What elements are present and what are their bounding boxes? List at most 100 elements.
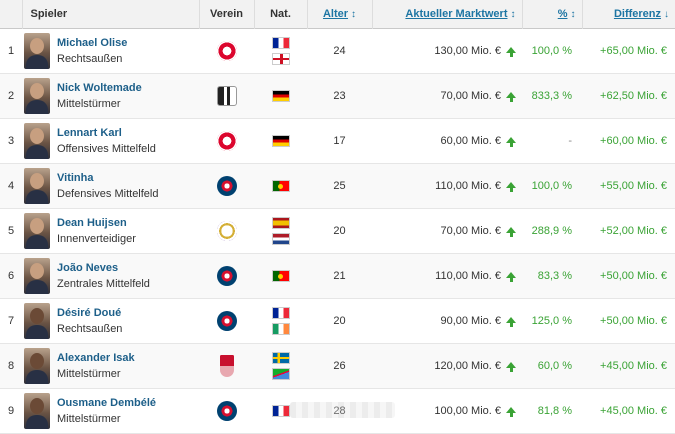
market-value[interactable]: 120,00 Mio. € xyxy=(434,359,501,372)
market-value-cell: 90,00 Mio. € xyxy=(372,298,522,343)
player-photo[interactable] xyxy=(24,167,50,204)
market-value[interactable]: 110,00 Mio. € xyxy=(435,179,501,192)
age-header-label: Alter xyxy=(322,7,349,20)
player-position: Mittelstürmer xyxy=(57,367,121,380)
player-name-link[interactable]: João Neves xyxy=(57,261,119,274)
player-name-link[interactable]: Désiré Doué xyxy=(57,306,122,319)
newcastle-crest-icon[interactable] xyxy=(216,85,237,106)
player-photo[interactable] xyxy=(24,302,50,339)
player-name-link[interactable]: Ousmane Dembélé xyxy=(57,396,157,409)
table-row: 5 Dean Huijsen Innenverteidiger 20 70,00 Mio… xyxy=(0,208,675,253)
player-photo[interactable] xyxy=(24,212,50,249)
club-cell xyxy=(199,298,254,343)
sort-difference-header[interactable]: Differenz ↓ xyxy=(581,0,675,28)
table-row: 2 Nick Woltemade Mittelstürmer 23 70,00 Mio.… xyxy=(0,73,675,118)
player-photo[interactable] xyxy=(24,77,50,114)
difference-cell: +60,00 Mio. € xyxy=(600,134,667,147)
arrow-up-icon xyxy=(506,136,516,147)
player-photo[interactable] xyxy=(24,122,50,159)
player-position: Rechtsaußen xyxy=(57,322,123,335)
age-cell: 20 xyxy=(333,314,346,327)
age-cell: 28 xyxy=(307,388,372,433)
rank-header: # xyxy=(0,0,22,28)
arrow-up-icon xyxy=(506,271,516,282)
nationality-cell xyxy=(254,298,307,343)
nationality-header: Nat. xyxy=(253,0,307,28)
sort-arrows-icon: ↕ xyxy=(570,8,576,20)
market-value[interactable]: 130,00 Mio. € xyxy=(434,44,501,57)
table-row: 7 Désiré Doué Rechtsaußen 20 90,00 Mio. € 125… xyxy=(0,298,675,343)
player-cell: João Neves Zentrales Mittelfeld xyxy=(22,253,199,298)
market-value[interactable]: 70,00 Mio. € xyxy=(440,224,501,237)
table-header-row: # Spieler Verein Nat. Alter↕ Aktueller M… xyxy=(0,0,675,28)
age-cell: 26 xyxy=(333,359,346,372)
percent-cell: 125,0 % xyxy=(531,314,572,327)
difference-cell: +50,00 Mio. € xyxy=(600,269,667,282)
arrow-up-icon xyxy=(506,361,516,372)
club-cell xyxy=(199,28,254,73)
player-position: Zentrales Mittelfeld xyxy=(57,277,150,290)
player-cell: Alexander Isak Mittelstürmer xyxy=(22,343,199,388)
market-value[interactable]: 70,00 Mio. € xyxy=(440,89,501,102)
percent-cell: 83,3 % xyxy=(537,269,572,282)
market-value[interactable]: 110,00 Mio. € xyxy=(435,269,501,282)
rank-cell: 3 xyxy=(7,134,15,147)
player-name-link[interactable]: Alexander Isak xyxy=(57,351,135,364)
player-cell: Michael Olise Rechtsaußen xyxy=(22,28,199,73)
sort-market-value-header[interactable]: Aktueller Marktwert ↕ xyxy=(371,0,522,28)
difference-cell: +55,00 Mio. € xyxy=(600,179,667,192)
flag-es-icon xyxy=(271,216,290,229)
player-cell: Lennart Karl Offensives Mittelfeld xyxy=(22,118,199,163)
sort-percent-header[interactable]: % ↕ xyxy=(521,0,582,28)
player-photo[interactable] xyxy=(24,392,50,429)
nationality-cell xyxy=(254,118,307,163)
player-name-link[interactable]: Michael Olise xyxy=(57,36,128,49)
arrow-up-icon xyxy=(506,181,516,192)
player-cell: Nick Woltemade Mittelstürmer xyxy=(22,73,199,118)
market-value-cell: 110,00 Mio. € xyxy=(372,163,522,208)
player-photo[interactable] xyxy=(24,257,50,294)
player-position: Mittelstürmer xyxy=(57,412,121,425)
sort-arrows-icon: ↕ xyxy=(510,8,516,20)
difference-cell: +65,00 Mio. € xyxy=(600,44,667,57)
psg-crest-icon[interactable] xyxy=(216,400,237,421)
arrow-up-icon xyxy=(506,226,516,237)
flag-er-icon xyxy=(271,367,290,380)
psg-crest-icon[interactable] xyxy=(216,310,237,331)
arrow-up-icon xyxy=(506,316,516,327)
player-photo[interactable] xyxy=(24,32,50,69)
percent-cell: 100,0 % xyxy=(531,44,572,57)
arrow-up-icon xyxy=(506,91,516,102)
club-cell xyxy=(199,118,254,163)
liverpool-crest-icon[interactable] xyxy=(219,354,234,377)
psg-crest-icon[interactable] xyxy=(216,265,237,286)
player-photo[interactable] xyxy=(24,347,50,384)
market-value[interactable]: 100,00 Mio. € xyxy=(434,404,501,417)
sort-age-header[interactable]: Alter ↕ xyxy=(306,0,372,28)
flag-pt-icon xyxy=(271,179,290,192)
arrow-up-icon xyxy=(506,406,516,417)
arrow-up-icon xyxy=(506,46,516,57)
player-name-link[interactable]: Lennart Karl xyxy=(57,126,122,139)
psg-crest-icon[interactable] xyxy=(216,175,237,196)
market-value-cell: 110,00 Mio. € xyxy=(372,253,522,298)
percent-header-label: % xyxy=(557,7,568,20)
club-cell xyxy=(199,253,254,298)
bayern-crest-icon[interactable] xyxy=(216,40,237,61)
age-cell: 21 xyxy=(333,269,346,282)
flag-de-icon xyxy=(271,134,290,147)
percent-cell: 833,3 % xyxy=(531,89,572,102)
club-cell xyxy=(199,388,254,433)
bayern-crest-icon[interactable] xyxy=(216,130,237,151)
player-name-link[interactable]: Dean Huijsen xyxy=(57,216,127,229)
market-value[interactable]: 90,00 Mio. € xyxy=(440,314,501,327)
age-cell: 25 xyxy=(333,179,346,192)
rank-cell: 5 xyxy=(7,224,15,237)
club-cell xyxy=(199,208,254,253)
player-name-link[interactable]: Vitinha xyxy=(57,171,94,184)
flag-ie-icon xyxy=(271,322,290,335)
player-name-link[interactable]: Nick Woltemade xyxy=(57,81,142,94)
market-value[interactable]: 60,00 Mio. € xyxy=(440,134,501,147)
real-madrid-crest-icon[interactable] xyxy=(216,220,237,241)
